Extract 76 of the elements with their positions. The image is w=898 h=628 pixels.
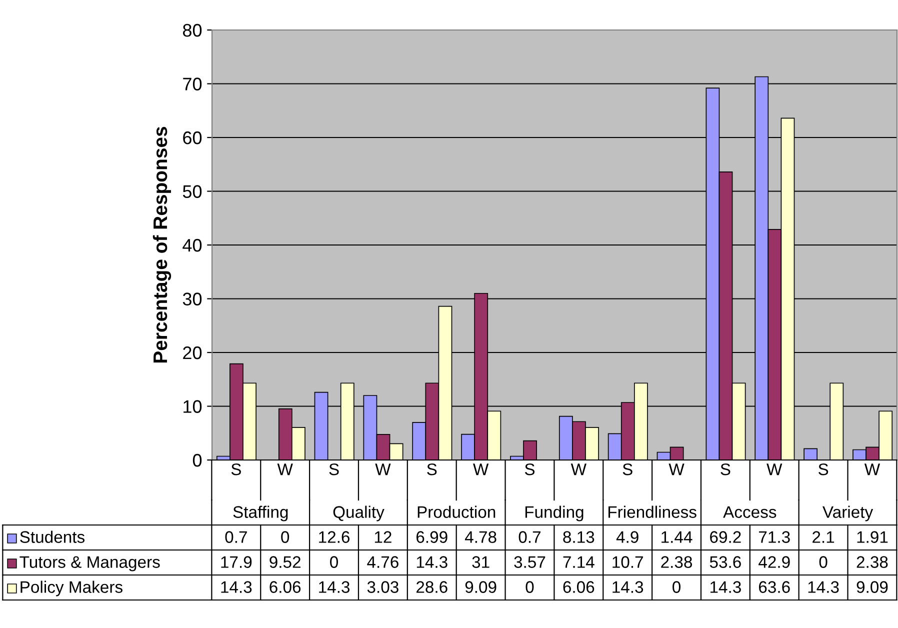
text: Access bbox=[723, 506, 776, 518]
y-tick-label: 40 bbox=[182, 238, 202, 252]
y-tick-label: 10 bbox=[184, 400, 202, 413]
data-label: 14.3 bbox=[710, 581, 741, 593]
text: Friendliness bbox=[608, 506, 696, 518]
data-label: 0.7 bbox=[518, 531, 540, 543]
text: Quality bbox=[333, 506, 384, 522]
data-label: 0 bbox=[819, 556, 828, 568]
text: Staffing bbox=[233, 506, 288, 522]
x-tick-label: W bbox=[766, 464, 782, 476]
x-tick-label: S bbox=[231, 463, 241, 476]
x-tick-label: S bbox=[818, 463, 828, 476]
data-label: 12.6 bbox=[319, 531, 350, 543]
x-tick-label: S bbox=[622, 463, 632, 476]
data-label: 63.6 bbox=[759, 581, 790, 593]
data-label: 2.1 bbox=[812, 531, 834, 543]
data-label: 9.52 bbox=[270, 556, 300, 568]
data-label: 14.3 bbox=[612, 581, 644, 593]
data-label: 42.9 bbox=[758, 556, 790, 568]
data-label: 0.7 bbox=[225, 531, 247, 543]
x-tick-label: W bbox=[375, 464, 391, 476]
data-label: 9.09 bbox=[465, 581, 496, 593]
y-tick-label: 20 bbox=[183, 346, 202, 360]
legend-label: Policy Makers bbox=[20, 580, 122, 596]
data-label: 6.06 bbox=[563, 581, 594, 593]
data-label: 9.09 bbox=[856, 581, 888, 593]
legend-label: Tutors & Managers bbox=[20, 556, 160, 572]
data-label: 0 bbox=[526, 581, 534, 593]
data-label: 53.6 bbox=[710, 556, 741, 568]
data-label: 14.3 bbox=[416, 556, 448, 568]
data-label: 3.57 bbox=[514, 556, 546, 568]
data-label: 4.76 bbox=[367, 556, 398, 568]
data-label: 2.38 bbox=[856, 556, 888, 568]
data-label: 6.06 bbox=[270, 581, 301, 593]
legend-label: Students bbox=[20, 530, 85, 543]
data-label: 14.3 bbox=[221, 581, 252, 593]
data-label: 1.91 bbox=[857, 531, 888, 543]
data-label: 10.7 bbox=[612, 556, 643, 568]
text: Variety bbox=[822, 506, 874, 522]
data-label: 69.2 bbox=[710, 531, 741, 543]
data-label: 0 bbox=[330, 556, 338, 568]
x-tick-label: W bbox=[277, 464, 293, 476]
data-label: 3.03 bbox=[367, 581, 398, 593]
text: Production bbox=[418, 506, 496, 518]
data-label: 4.78 bbox=[464, 531, 496, 543]
data-label: 12 bbox=[374, 531, 392, 543]
data-label: 1.44 bbox=[662, 531, 692, 543]
y-tick-label: 50 bbox=[182, 185, 202, 198]
y-tick-label: 80 bbox=[182, 24, 202, 37]
x-tick-label: S bbox=[329, 463, 339, 476]
x-tick-label: W bbox=[864, 464, 880, 476]
y-tick-label: 60 bbox=[183, 131, 202, 144]
y-tick-label: 30 bbox=[182, 292, 202, 306]
x-tick-label: S bbox=[427, 463, 437, 476]
data-label: 71.3 bbox=[759, 531, 790, 543]
data-label: 14.3 bbox=[808, 581, 839, 593]
data-label: 17.9 bbox=[221, 556, 252, 568]
data-label: 4.9 bbox=[616, 531, 638, 543]
y-tick-label: 0 bbox=[192, 454, 202, 467]
data-label: 7.14 bbox=[563, 556, 594, 568]
y-axis-title: Percentage of Responses bbox=[152, 126, 172, 363]
y-tick-label: 70 bbox=[183, 78, 202, 90]
data-label: 6.99 bbox=[416, 531, 448, 543]
data-label: 8.13 bbox=[563, 531, 594, 543]
data-label: 0 bbox=[672, 581, 680, 593]
x-tick-label: W bbox=[473, 464, 489, 476]
data-label: 14.3 bbox=[319, 581, 350, 593]
text: Funding bbox=[525, 506, 584, 522]
data-label: 0 bbox=[281, 531, 290, 543]
data-label: 2.38 bbox=[661, 556, 692, 568]
data-label: 31 bbox=[472, 556, 490, 568]
x-tick-label: W bbox=[668, 464, 684, 476]
x-tick-label: W bbox=[570, 464, 586, 476]
x-tick-label: S bbox=[524, 463, 535, 476]
data-label: 28.6 bbox=[416, 581, 448, 593]
x-tick-label: S bbox=[720, 463, 730, 476]
